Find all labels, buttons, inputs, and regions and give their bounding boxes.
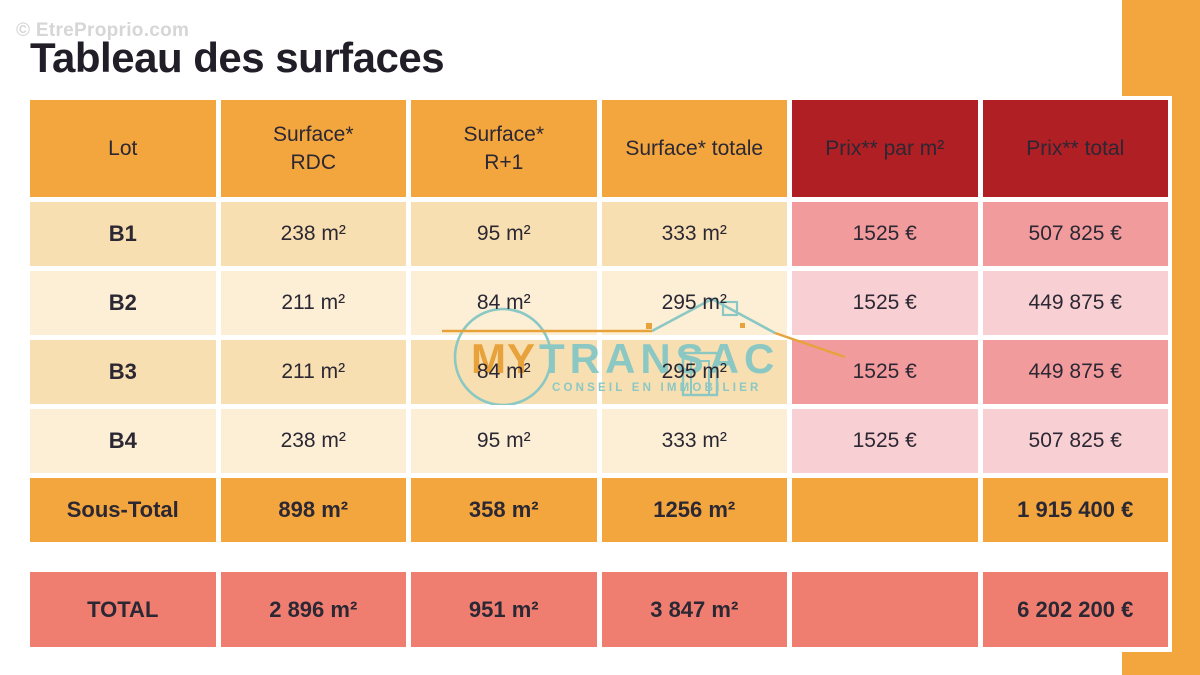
cell-r1-b1: 95 m²	[411, 202, 597, 266]
cell-totale-b4: 333 m²	[601, 409, 787, 473]
cell-r1-b2: 84 m²	[411, 271, 597, 335]
table-backdrop	[26, 96, 1172, 652]
cell-rdc-b2: 211 m²	[220, 271, 406, 335]
cell-prix-m2-b1: 1525 €	[792, 202, 978, 266]
cell-r1-b3: 84 m²	[411, 340, 597, 404]
cell-totale-b3: 295 m²	[601, 340, 787, 404]
cell-rdc-total: 2 896 m²	[220, 572, 406, 647]
cell-prix-m2-b3: 1525 €	[792, 340, 978, 404]
cell-r1-total: 951 m²	[411, 572, 597, 647]
cell-lot-b2: B2	[30, 271, 216, 335]
cell-lot-b4: B4	[30, 409, 216, 473]
cell-rdc-b1: 238 m²	[220, 202, 406, 266]
cell-prix-total-b1: 507 825 €	[982, 202, 1168, 266]
row-spacer	[30, 547, 1168, 567]
header-label: Surface*	[272, 123, 354, 147]
cell-lot-b3: B3	[30, 340, 216, 404]
header-label: Prix** total	[1026, 136, 1125, 160]
cell-prix-m2-total	[792, 572, 978, 647]
header-label: RDC	[290, 150, 337, 174]
cell-totale-total: 3 847 m²	[601, 572, 787, 647]
cell-r1-sous-total: 358 m²	[411, 478, 597, 542]
column-header-prix-m2: Prix** par m²	[792, 100, 978, 197]
cell-lot-sous-total: Sous-Total	[30, 478, 216, 542]
column-header-prix-total: Prix** total	[982, 100, 1168, 197]
cell-prix-m2-b2: 1525 €	[792, 271, 978, 335]
cell-prix-total-total: 6 202 200 €	[982, 572, 1168, 647]
header-label: Lot	[108, 136, 138, 160]
cell-totale-sous-total: 1256 m²	[601, 478, 787, 542]
cell-lot-b1: B1	[30, 202, 216, 266]
cell-prix-m2-b4: 1525 €	[792, 409, 978, 473]
header-label: Surface*	[463, 123, 545, 147]
header-label: Surface* totale	[625, 136, 764, 160]
column-header-surface-totale: Surface* totale	[601, 100, 787, 197]
column-header-lot: Lot	[30, 100, 216, 197]
cell-rdc-b4: 238 m²	[220, 409, 406, 473]
surfaces-table: Lot Surface* RDC Surface* R+1 Surface* t…	[30, 100, 1168, 647]
cell-prix-total-b3: 449 875 €	[982, 340, 1168, 404]
site-watermark-text: © EtreProprio.com	[16, 20, 190, 41]
cell-prix-total-sous-total: 1 915 400 €	[982, 478, 1168, 542]
cell-rdc-sous-total: 898 m²	[220, 478, 406, 542]
cell-prix-total-b2: 449 875 €	[982, 271, 1168, 335]
cell-prix-m2-sous-total	[792, 478, 978, 542]
cell-rdc-b3: 211 m²	[220, 340, 406, 404]
header-label: R+1	[484, 150, 524, 174]
page-title: Tableau des surfaces	[30, 34, 445, 81]
cell-totale-b1: 333 m²	[601, 202, 787, 266]
header-label: Prix** par m²	[825, 136, 945, 160]
cell-lot-total: TOTAL	[30, 572, 216, 647]
column-header-surface-r1: Surface* R+1	[411, 100, 597, 197]
cell-prix-total-b4: 507 825 €	[982, 409, 1168, 473]
cell-totale-b2: 295 m²	[601, 271, 787, 335]
column-header-surface-rdc: Surface* RDC	[220, 100, 406, 197]
cell-r1-b4: 95 m²	[411, 409, 597, 473]
